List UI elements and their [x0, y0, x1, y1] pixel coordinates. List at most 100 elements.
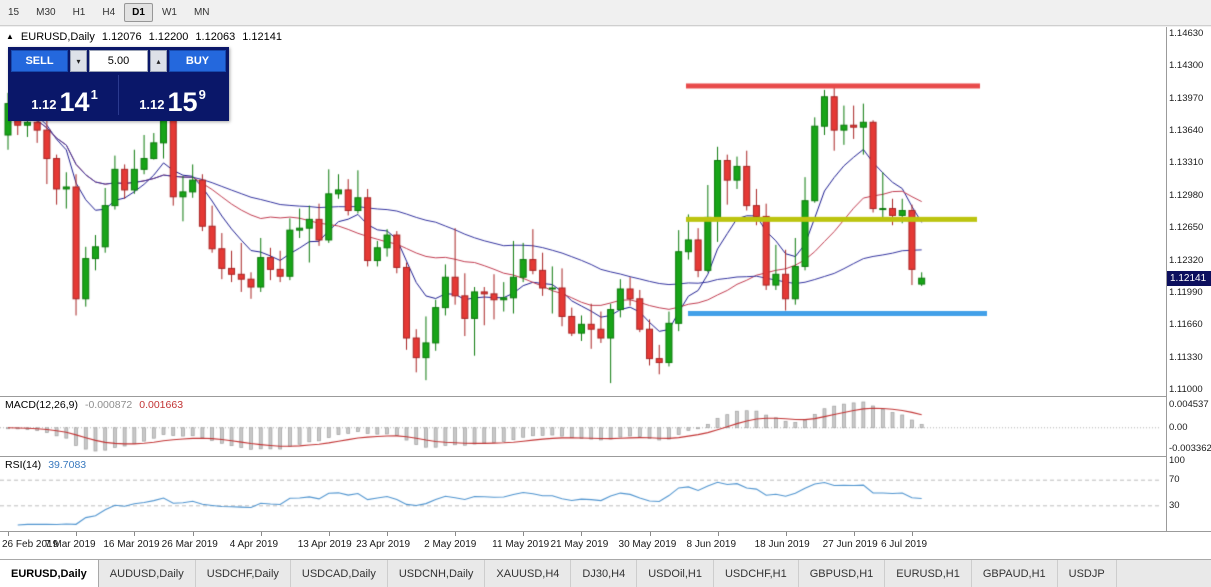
volume-down-button[interactable]: ▾ — [70, 50, 87, 72]
macd-panel[interactable]: MACD(12,26,9) -0.000872 0.001663 — [0, 397, 1166, 456]
date-label: 23 Apr 2019 — [356, 539, 411, 550]
timeframe-button-h4[interactable]: H4 — [102, 7, 116, 18]
volume-input[interactable] — [89, 50, 148, 72]
time-axis-tick — [854, 532, 855, 536]
date-label: 30 May 2019 — [618, 539, 677, 550]
ohlc-open: 1.12076 — [101, 31, 142, 43]
timeframe-button-h1[interactable]: H1 — [72, 7, 86, 18]
rsi-value: 39.7083 — [48, 459, 87, 471]
buy-price-pips: 15 — [167, 86, 198, 117]
chart-symbol-label: EURUSD,Daily — [20, 31, 95, 43]
panel-divider[interactable] — [0, 456, 1211, 457]
macd-scale-label: -0.003362 — [1169, 443, 1211, 454]
buy-button[interactable]: BUY — [169, 50, 226, 72]
panel-divider[interactable] — [0, 396, 1211, 397]
symbol-tab-eurusd-daily[interactable]: EURUSD,Daily — [0, 560, 99, 587]
rsi-panel[interactable]: RSI(14) 39.7083 — [0, 457, 1166, 531]
symbol-tab-xauusd-h4[interactable]: XAUUSD,H4 — [485, 560, 572, 587]
symbol-tab-usdcnh-daily[interactable]: USDCNH,Daily — [388, 560, 486, 587]
time-axis[interactable]: 26 Feb 2019 7 Mar 2019 16 Mar 2019 26 Mar 2… — [0, 532, 1211, 559]
price-axis-label: 1.11990 — [1169, 286, 1203, 298]
buy-price[interactable]: 1.12 15 9 — [119, 72, 226, 118]
date-label: 8 Jun 2019 — [686, 539, 737, 550]
time-axis-tick — [329, 532, 330, 536]
price-axis-label: 1.11000 — [1169, 384, 1203, 395]
timeframe-bar: 15 M30 H1 H4 D1 W1 MN — [0, 0, 1211, 26]
date-label: 6 Jul 2019 — [880, 539, 928, 550]
time-axis-tick — [650, 532, 651, 536]
price-axis-label: 1.12650 — [1169, 222, 1204, 234]
collapse-arrow-icon[interactable]: ▲ — [6, 32, 14, 41]
macd-canvas[interactable] — [0, 397, 1166, 456]
volume-up-button[interactable]: ▴ — [150, 50, 167, 72]
macd-signal-value: 0.001663 — [139, 399, 184, 411]
time-axis-tick — [581, 532, 582, 536]
timeframe-button-w1[interactable]: W1 — [161, 7, 177, 18]
macd-label-row: MACD(12,26,9) -0.000872 0.001663 — [5, 399, 183, 411]
time-axis-tick — [76, 532, 77, 536]
buy-price-point: 9 — [198, 87, 206, 102]
symbol-tab-usdchf-daily[interactable]: USDCHF,Daily — [196, 560, 291, 587]
symbol-tab-usdcad-daily[interactable]: USDCAD,Daily — [291, 560, 388, 587]
time-axis-tick — [786, 532, 787, 536]
price-axis-label: 1.12320 — [1169, 254, 1204, 266]
ohlc-low: 1.12063 — [195, 31, 236, 43]
chevron-down-icon: ▾ — [76, 56, 81, 66]
price-axis-label: 1.14630 — [1169, 28, 1204, 39]
price-scale[interactable]: 1.12141 1.14630 1.14300 1.13970 1.13640 1.13… — [1166, 27, 1211, 531]
rsi-scale-label: 100 — [1169, 455, 1185, 466]
symbol-tab-audusd-daily[interactable]: AUDUSD,Daily — [99, 560, 196, 587]
symbol-tabbar: EURUSD,Daily AUDUSD,Daily USDCHF,Daily USDC… — [0, 559, 1211, 587]
date-label: 13 Apr 2019 — [297, 539, 352, 550]
timeframe-button-d1[interactable]: D1 — [124, 3, 153, 22]
current-price-badge: 1.12141 — [1167, 271, 1211, 287]
symbol-tab-usdoil-h1[interactable]: USDOil,H1 — [637, 560, 714, 587]
symbol-tab-gbpaud-h1[interactable]: GBPAUD,H1 — [972, 560, 1058, 587]
macd-scale-label: 0.004537 — [1169, 399, 1209, 410]
time-axis-tick — [134, 532, 135, 536]
date-label: 4 Apr 2019 — [229, 539, 279, 550]
timeframe-button-mn[interactable]: MN — [193, 7, 210, 18]
date-label: 27 Jun 2019 — [822, 539, 878, 550]
one-click-trade-panel: SELL ▾ ▴ BUY 1.12 14 1 1.12 15 9 — [8, 47, 229, 121]
date-label: 11 May 2019 — [492, 539, 550, 550]
chart-header: ▲ EURUSD,Daily 1.12076 1.12200 1.12063 1… — [6, 31, 282, 43]
panel-divider — [0, 531, 1211, 532]
sell-price-base: 1.12 — [31, 97, 57, 112]
price-axis-label: 1.13640 — [1169, 125, 1204, 137]
time-axis-tick — [387, 532, 388, 536]
symbol-tab-gbpusd-h1[interactable]: GBPUSD,H1 — [799, 560, 886, 587]
buy-price-base: 1.12 — [139, 97, 165, 112]
ohlc-close: 1.12141 — [242, 31, 282, 43]
main-chart-panel[interactable]: ▲ EURUSD,Daily 1.12076 1.12200 1.12063 1… — [0, 27, 1166, 396]
symbol-tab-usdjp[interactable]: USDJP — [1058, 560, 1117, 587]
price-axis-label: 1.11660 — [1169, 319, 1203, 331]
sell-button[interactable]: SELL — [11, 50, 68, 72]
macd-main-value: -0.000872 — [84, 399, 133, 411]
date-label: 26 Feb 2019 — [2, 539, 59, 550]
time-axis-tick — [8, 532, 9, 536]
rsi-label-row: RSI(14) 39.7083 — [5, 459, 86, 471]
sell-price[interactable]: 1.12 14 1 — [11, 72, 118, 118]
symbol-tab-dj30-h4[interactable]: DJ30,H4 — [571, 560, 638, 587]
price-divider — [118, 75, 119, 115]
chevron-up-icon: ▴ — [156, 56, 161, 66]
price-axis-label: 1.12980 — [1169, 189, 1204, 201]
sell-price-point: 1 — [90, 87, 98, 102]
macd-scale-label: 0.00 — [1169, 421, 1188, 433]
rsi-scale-label: 70 — [1169, 474, 1180, 486]
date-label: 16 Mar 2019 — [103, 539, 160, 550]
time-axis-tick — [912, 532, 913, 536]
macd-name: MACD(12,26,9) — [5, 399, 78, 411]
price-axis-label: 1.13310 — [1169, 157, 1204, 169]
rsi-name: RSI(14) — [5, 459, 42, 471]
symbol-tab-eurusd-h1[interactable]: EURUSD,H1 — [885, 560, 972, 587]
symbol-tab-usdchf-h1[interactable]: USDCHF,H1 — [714, 560, 799, 587]
time-axis-tick — [193, 532, 194, 536]
timeframe-button-15[interactable]: 15 — [8, 7, 20, 18]
timeframe-button-m30[interactable]: M30 — [36, 7, 56, 18]
time-axis-tick — [523, 532, 524, 536]
date-label: 21 May 2019 — [550, 539, 609, 550]
rsi-canvas[interactable] — [0, 457, 1166, 531]
